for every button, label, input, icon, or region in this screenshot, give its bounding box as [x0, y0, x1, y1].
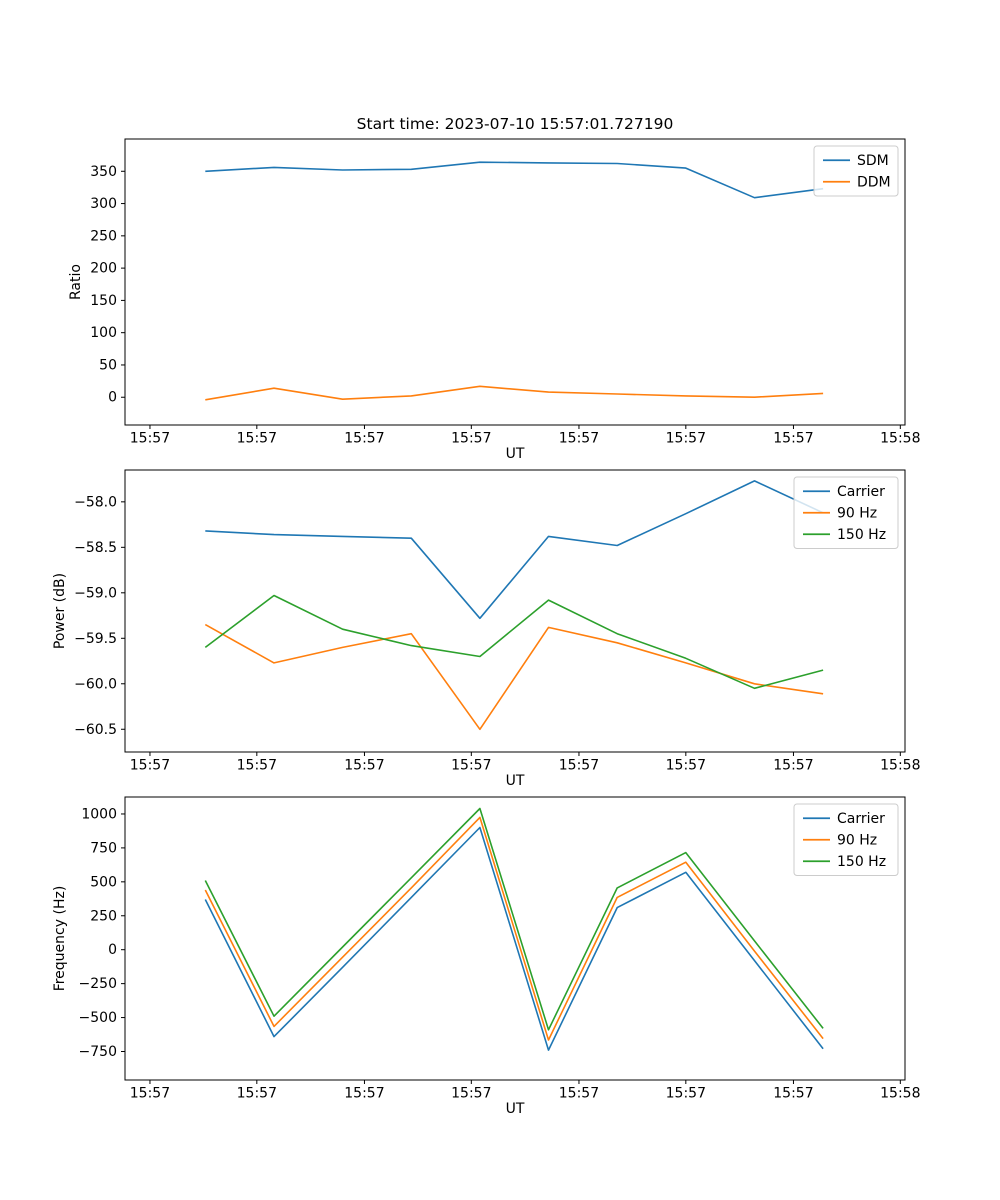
plot2-legend: Carrier 90 Hz 150 Hz [793, 476, 899, 549]
plot2-x-tick-label: 15:57 [344, 758, 384, 774]
plot3-y-tick-label: 250 [90, 908, 117, 924]
plot1-series-line-sdm [205, 161, 824, 199]
plot3-legend-label: 90 Hz [837, 832, 877, 848]
plot3-y-tick-label: 0 [108, 942, 117, 958]
plot2-x-tick-label: 15:57 [237, 758, 277, 774]
plot2-legend-label: 150 Hz [837, 527, 886, 543]
plot3-x-tick-label: 15:57 [237, 1086, 277, 1102]
plot3-y-tick-label: 500 [90, 874, 117, 890]
plot2-y-tick-label: −60.0 [74, 676, 117, 692]
plot3-series-line-90-hz [204, 816, 824, 1041]
plot1-y-tick-label: 250 [90, 228, 117, 244]
plot1-x-tick-label: 15:57 [666, 431, 706, 447]
plot2-y-tick-label: −60.5 [74, 722, 117, 738]
plot2-x-tick-label: 15:57 [130, 758, 170, 774]
plot3-series-line-carrier [204, 826, 824, 1051]
plot3-y-tick-label: 750 [90, 840, 117, 856]
plot2-series-line-carrier [205, 480, 824, 620]
plot3-legend: Carrier 90 Hz 150 Hz [793, 803, 899, 876]
plot1-axes-border [124, 138, 906, 426]
plot2-x-tick-label: 15:57 [451, 758, 491, 774]
plot1-y-tick-label: 50 [99, 357, 117, 373]
plot2-legend-box [793, 476, 899, 549]
plot3-subplot: −750 −500 −250 0 250 500 750 1000 15:57 15:57 15:5… [52, 796, 920, 1117]
plot3-legend-label: Carrier [837, 811, 885, 827]
plot1-series-line-ddm [205, 385, 824, 401]
plot1-x-tick-label: 15:57 [451, 431, 491, 447]
plot1-legend-label: SDM [857, 153, 889, 169]
plot1-x-tick-label: 15:57 [344, 431, 384, 447]
plot1-x-tick-label: 15:57 [559, 431, 599, 447]
plot2-y-tick-label: −59.0 [74, 585, 117, 601]
plot3-y-tick-label: −250 [79, 976, 117, 992]
plot1-legend-box [813, 145, 899, 197]
plot1-y-tick-label: 200 [90, 261, 117, 277]
plot2-axes-border [124, 469, 906, 753]
plot2-x-tick-label: 15:57 [773, 758, 813, 774]
plot2-y-axis-label: Power (dB) [52, 573, 68, 649]
plot1-y-tick-label: 300 [90, 196, 117, 212]
plot1-x-tick-label: 15:58 [880, 431, 920, 447]
plot2-x-tick-label: 15:57 [559, 758, 599, 774]
plot3-x-tick-label: 15:57 [130, 1086, 170, 1102]
plot3-legend-label: 150 Hz [837, 854, 886, 870]
plot3-legend-box [793, 803, 899, 876]
plot1-y-tick-label: 0 [108, 390, 117, 406]
plot3-x-tick-label: 15:57 [451, 1086, 491, 1102]
plot3-y-tick-label: −500 [79, 1010, 117, 1026]
plot3-series-line-150-hz [204, 807, 824, 1031]
plot2-x-tick-label: 15:57 [666, 758, 706, 774]
plot2-subplot: −60.5 −60.0 −59.5 −59.0 −58.5 −58.0 15:57 15:57… [52, 469, 920, 789]
plot1-y-tick-label: 150 [90, 293, 117, 309]
plot3-y-axis-label: Frequency (Hz) [52, 886, 68, 992]
plot3-x-tick-label: 15:57 [344, 1086, 384, 1102]
plot3-x-tick-label: 15:58 [880, 1086, 920, 1102]
plot1-legend-label: DDM [857, 174, 891, 190]
plot1-x-tick-label: 15:57 [130, 431, 170, 447]
plot3-x-tick-label: 15:57 [559, 1086, 599, 1102]
plot2-y-tick-label: −58.0 [74, 494, 117, 510]
plot3-axes-border [124, 796, 906, 1081]
plot3-x-tick-label: 15:57 [773, 1086, 813, 1102]
plot1-legend: SDM DDM [813, 145, 899, 197]
plot1-x-tick-label: 15:57 [773, 431, 813, 447]
plot1-y-axis-label: Ratio [68, 264, 84, 300]
plot2-y-tick-label: −59.5 [74, 631, 117, 647]
plot1-subplot: 0 50 100 150 200 250 300 350 15:57 15:57 15:57 15:5… [68, 138, 920, 462]
plot3-x-tick-label: 15:57 [666, 1086, 706, 1102]
plot1-y-tick-label: 350 [90, 164, 117, 180]
plot1-y-tick-label: 100 [90, 325, 117, 341]
plot2-x-tick-label: 15:58 [880, 758, 920, 774]
plot3-y-tick-label: −750 [79, 1044, 117, 1060]
plot2-series-line-150-hz [204, 594, 824, 690]
plot1-x-tick-label: 15:57 [237, 431, 277, 447]
plot2-legend-label: Carrier [837, 484, 885, 500]
plot3-y-tick-label: 1000 [81, 806, 117, 822]
plot-title: Start time: 2023-07-10 15:57:01.727190 [356, 115, 674, 133]
plot1-x-axis-label: UT [506, 446, 525, 462]
plot3-x-axis-label: UT [506, 1101, 525, 1117]
plot2-x-axis-label: UT [506, 773, 525, 789]
plot2-y-tick-label: −58.5 [74, 540, 117, 556]
plot2-legend-label: 90 Hz [837, 505, 877, 521]
